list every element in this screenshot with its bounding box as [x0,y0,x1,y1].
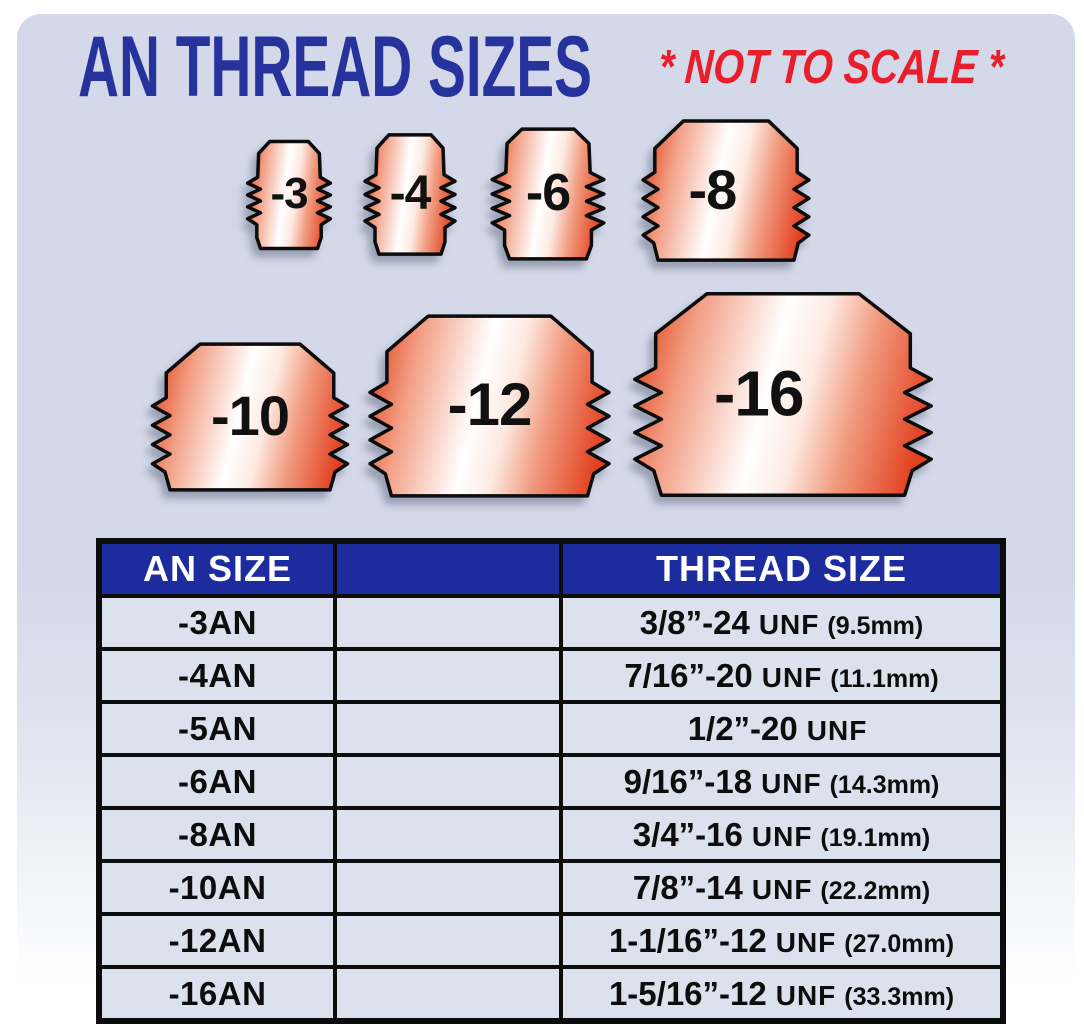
thread-metric: (11.1mm) [830,664,939,693]
thread-metric: (14.3mm) [829,770,940,799]
an-size-cell: -4AN [97,647,337,704]
thread-size-cell: 7/8”-14 UNF (22.2mm) [559,859,1005,916]
thread-size-cell: 1-5/16”-12 UNF (33.3mm) [559,965,1005,1023]
fitting-label: -6 [525,163,571,222]
thread-standard: UNF [775,926,837,958]
table-row: -10AN 7/8”-14 UNF (22.2mm) [97,859,1005,916]
an-size-cell: -16AN [97,965,337,1023]
fitting-label: -8 [688,157,738,221]
an-fitting-icon [243,139,335,251]
an-size-cell: -12AN [97,912,337,969]
an-fitting-shape [492,129,604,259]
thread-size-cell: 1-1/16”-12 UNF (27.0mm) [559,912,1005,969]
thread-standard: UNF [751,820,813,852]
col-header-thread-size: THREAD SIZE [559,539,1005,598]
fitting-label: -10 [211,383,290,447]
an-fitting-shape [153,344,348,490]
an-size-table: AN SIZE THREAD SIZE -3AN 3/8”-24 UNF (9.5m… [96,538,1006,1024]
an-fitting-shape [370,316,609,496]
thread-metric: (33.3mm) [844,982,955,1011]
thread-metric: (22.2mm) [820,876,931,905]
thread-size-value: 1/2”-20 [687,709,798,747]
table-row: -3AN 3/8”-24 UNF (9.5mm) [97,594,1005,651]
an-size-cell: -8AN [97,806,337,863]
thread-size-cell: 3/8”-24 UNF (9.5mm) [559,594,1005,651]
empty-cell [333,859,563,916]
fitting-label: -3 [270,169,308,219]
fitting-label: -12 [447,370,533,438]
table-row: -16AN 1-5/16”-12 UNF (33.3mm) [97,965,1005,1023]
an-fitting-shape [643,121,809,260]
thread-standard: UNF [761,767,822,799]
thread-size-value: 1-1/16”-12 [608,921,767,959]
fitting-3: -3 [243,139,335,251]
thread-standard: UNF [775,979,837,1011]
fitting-10: -10 [150,340,350,494]
empty-cell [333,753,563,810]
thread-size-value: 7/16”-20 [624,656,753,694]
thread-size-cell: 3/4”-16 UNF (19.1mm) [559,806,1005,863]
fitting-label: -4 [389,166,432,220]
empty-cell [333,912,563,969]
thread-standard: UNF [758,608,820,640]
table-row: -4AN 7/16”-20 UNF (11.1mm) [97,647,1005,704]
an-size-cell: -5AN [97,700,337,757]
an-fitting-shape [635,294,931,496]
an-fitting-shape [365,135,455,254]
table-row: -5AN 1/2”-20 UNF [97,700,1005,757]
thread-size-value: 9/16”-18 [623,762,753,800]
fitting-16: -16 [631,288,935,501]
thread-size-value: 3/4”-16 [632,815,743,853]
thread-metric: (9.5mm) [827,611,924,640]
an-fitting-icon [367,311,612,501]
empty-cell [333,594,563,651]
thread-size-value: 1-5/16”-12 [608,974,767,1012]
an-size-cell: -3AN [97,594,337,651]
empty-cell [333,647,563,704]
page-title: AN THREAD SIZES [78,19,593,115]
thread-metric: (27.0mm) [844,929,955,958]
thread-size-cell: 1/2”-20 UNF [559,700,1005,757]
thread-size-value: 7/8”-14 [632,868,743,906]
an-fitting-icon [631,288,935,501]
thread-metric: (19.1mm) [820,823,931,852]
col-header-middle [333,539,563,598]
fitting-6: -6 [486,126,610,262]
table-row: -12AN 1-1/16”-12 UNF (27.0mm) [97,912,1005,969]
not-to-scale-note: * NOT TO SCALE * [657,41,1005,94]
thread-standard: UNF [761,661,823,693]
thread-size-cell: 9/16”-18 UNF (14.3mm) [559,753,1005,810]
empty-cell [333,965,563,1023]
fitting-12: -12 [367,311,612,501]
thread-standard: UNF [751,873,813,905]
fitting-label: -16 [713,357,805,430]
an-size-cell: -6AN [97,753,337,810]
an-fitting-icon [641,117,811,264]
an-fitting-icon [360,132,460,257]
empty-cell [333,700,563,757]
thread-size-value: 3/8”-24 [639,603,750,641]
fitting-4: -4 [360,132,460,257]
table-row: -6AN 9/16”-18 UNF (14.3mm) [97,753,1005,810]
an-fitting-icon [150,340,350,494]
thread-size-cell: 7/16”-20 UNF (11.1mm) [559,647,1005,704]
table-row: -8AN 3/4”-16 UNF (19.1mm) [97,806,1005,863]
an-size-cell: -10AN [97,859,337,916]
table-header-row: AN SIZE THREAD SIZE [97,539,1005,598]
thread-standard: UNF [806,714,868,746]
an-fitting-icon [486,126,610,262]
empty-cell [333,806,563,863]
fitting-8: -8 [641,117,811,264]
an-fitting-shape [248,142,331,249]
col-header-an-size: AN SIZE [97,539,337,598]
